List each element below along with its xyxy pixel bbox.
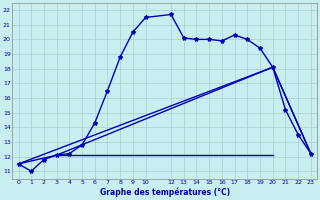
X-axis label: Graphe des températures (°C): Graphe des températures (°C) — [100, 188, 230, 197]
